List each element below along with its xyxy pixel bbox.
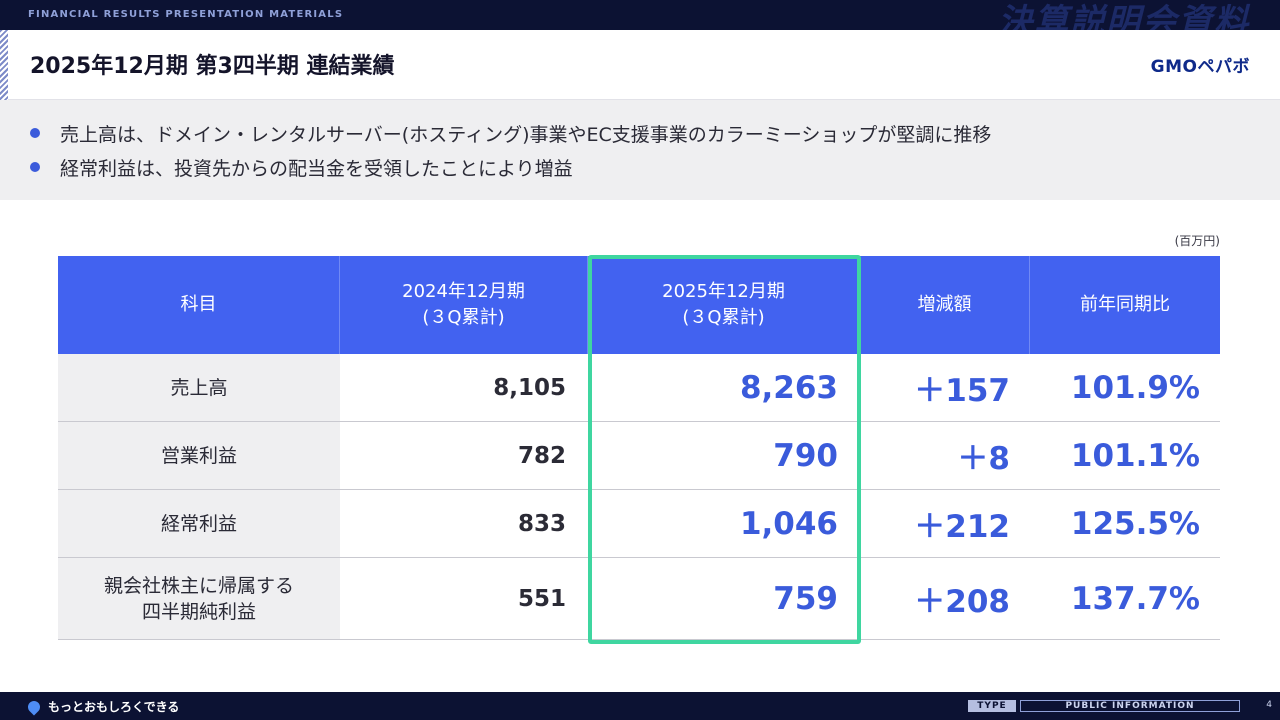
- type-value: PUBLIC INFORMATION: [1020, 700, 1240, 712]
- bottom-bar: もっとおもしろくできる TYPE PUBLIC INFORMATION 4: [0, 692, 1280, 720]
- decorative-stripe: [0, 30, 8, 100]
- unit-label: (百万円): [1174, 234, 1220, 248]
- table-row: 営業利益 782 790 ＋8 101.1%: [58, 422, 1220, 490]
- change-value: ＋212: [914, 509, 1010, 545]
- header-yoy: 前年同期比: [1080, 294, 1170, 315]
- prev-value: 8,105: [493, 374, 566, 401]
- row-label: 売上高: [58, 354, 340, 421]
- yoy-value: 125.5%: [1070, 505, 1200, 542]
- summary-bullets: 売上高は、ドメイン・レンタルサーバー(ホスティング)事業やEC支援事業のカラーミ…: [0, 100, 1280, 200]
- prev-value: 551: [517, 585, 566, 612]
- yoy-value: 137.7%: [1070, 580, 1200, 617]
- header-change: 増減額: [860, 256, 1030, 354]
- banner-caption-jp: 決算説明会資料: [998, 2, 1250, 30]
- bullet-text: 売上高は、ドメイン・レンタルサーバー(ホスティング)事業やEC支援事業のカラーミ…: [60, 123, 992, 146]
- page-number: 4: [1266, 700, 1272, 710]
- page-title: 2025年12月期 第3四半期 連結業績: [30, 54, 395, 79]
- banner-caption: FINANCIAL RESULTS PRESENTATION MATERIALS: [28, 9, 344, 20]
- yoy-value: 101.1%: [1070, 437, 1200, 474]
- current-value: 8,263: [739, 369, 838, 406]
- table-row: 経常利益 833 1,046 ＋212 125.5%: [58, 490, 1220, 558]
- table-row: 売上高 8,105 8,263 ＋157 101.9%: [58, 354, 1220, 422]
- title-row: 2025年12月期 第3四半期 連結業績 GMOペパボ: [0, 30, 1280, 100]
- current-value: 759: [773, 580, 838, 617]
- slogan-text: もっとおもしろくできる: [48, 700, 180, 714]
- top-banner: FINANCIAL RESULTS PRESENTATION MATERIALS…: [0, 0, 1280, 30]
- prev-value: 833: [517, 510, 566, 537]
- bullet-item: 売上高は、ドメイン・レンタルサーバー(ホスティング)事業やEC支援事業のカラーミ…: [30, 116, 1280, 150]
- change-value: ＋8: [957, 441, 1010, 477]
- row-label: 親会社株主に帰属する 四半期純利益: [58, 558, 340, 639]
- bullet-text: 経常利益は、投資先からの配当金を受領したことにより増益: [60, 157, 573, 180]
- current-value: 790: [773, 437, 838, 474]
- table-header: 科目 2024年12月期 (３Q累計) 2025年12月期 (３Q累計) 増減額…: [58, 256, 1220, 354]
- type-label: TYPE: [968, 700, 1016, 712]
- bullet-dot-icon: [30, 162, 40, 172]
- results-table: 科目 2024年12月期 (３Q累計) 2025年12月期 (３Q累計) 増減額…: [58, 256, 1220, 640]
- header-current-period: 2025年12月期 (３Q累計): [588, 256, 860, 354]
- header-prev-period: 2024年12月期 (３Q累計): [340, 256, 588, 354]
- change-value: ＋208: [914, 584, 1010, 620]
- row-label: 経常利益: [58, 490, 340, 557]
- current-value: 1,046: [739, 505, 838, 542]
- company-logo: GMOペパボ: [1150, 57, 1250, 77]
- change-value: ＋157: [914, 373, 1010, 409]
- prev-value: 782: [517, 442, 566, 469]
- location-pin-icon: [25, 698, 43, 715]
- row-label: 営業利益: [58, 422, 340, 489]
- bullet-dot-icon: [30, 128, 40, 138]
- header-item: 科目: [58, 256, 340, 354]
- footer-slogan: もっとおもしろくできる: [25, 698, 180, 715]
- bullet-item: 経常利益は、投資先からの配当金を受領したことにより増益: [30, 150, 1280, 184]
- yoy-value: 101.9%: [1070, 369, 1200, 406]
- table-row: 親会社株主に帰属する 四半期純利益 551 759 ＋208 137.7%: [58, 558, 1220, 640]
